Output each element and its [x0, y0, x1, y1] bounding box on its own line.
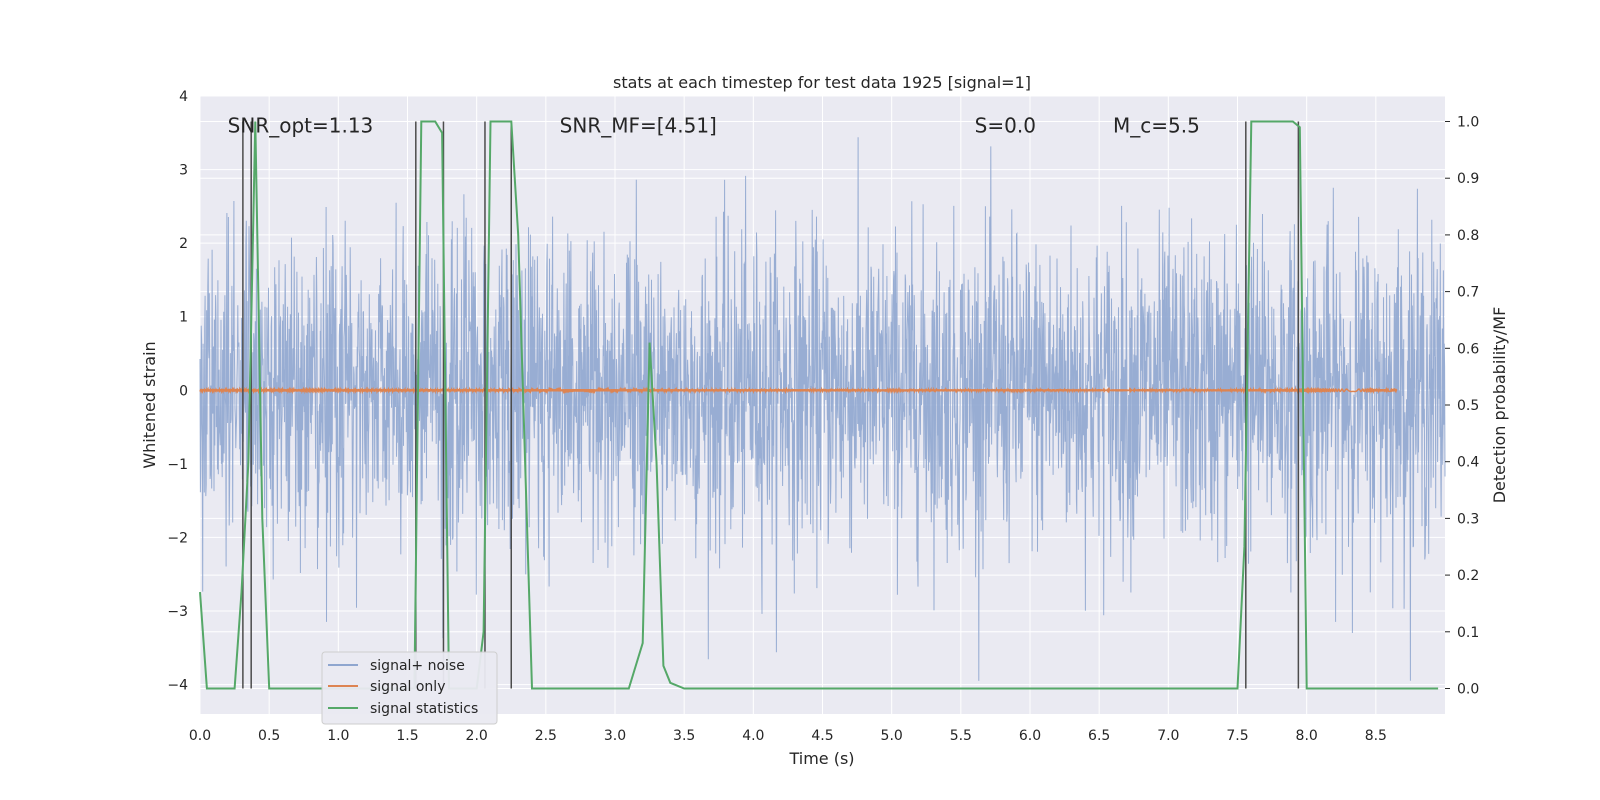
x-tick-label: 7.5 [1226, 728, 1248, 744]
legend: signal+ noise signal only signal statist… [321, 651, 498, 725]
legend-box [321, 651, 498, 725]
y2-tick-label: 0.3 [1457, 511, 1479, 527]
x-tick-label: 4.0 [742, 728, 764, 744]
x-tick-label: 8.5 [1365, 728, 1387, 744]
signal-series-layer [199, 386, 1398, 395]
stats-series-layer [199, 120, 1439, 690]
x-tick-labels: 0.0 0.5 1.0 1.5 2.0 2.5 3.0 3.5 4.0 4.5 5.0 5.5 6.0 6… [189, 728, 1387, 744]
y2-tick-label: 0.8 [1457, 228, 1479, 244]
x-tick-label: 5.0 [881, 728, 903, 744]
y2-tick-labels: 1.0 0.9 0.8 0.7 0.6 0.5 0.4 0.3 0.2 0.1 0.0 [1445, 115, 1479, 697]
legend-label-noise: signal+ noise [370, 658, 465, 674]
x-tick-label: 1.0 [327, 728, 349, 744]
y2-tick-label: 0.2 [1457, 568, 1479, 584]
y2-tick-label: 0.9 [1457, 171, 1479, 187]
annotation-2: S=0.0 [975, 113, 1036, 137]
y2-axis-label: Detection probability/MF [1490, 307, 1509, 504]
x-tick-label: 6.0 [1019, 728, 1041, 744]
y-tick-label: −4 [167, 678, 188, 694]
x-tick-label: 4.5 [811, 728, 833, 744]
y-tick-labels: 4 3 2 1 0 −1 −2 −3 −4 [167, 89, 188, 694]
y2-tick-label: 0.1 [1457, 625, 1479, 641]
x-tick-label: 5.5 [950, 728, 972, 744]
x-tick-label: 3.0 [604, 728, 626, 744]
x-tick-label: 1.5 [396, 728, 418, 744]
x-tick-label: 8.0 [1296, 728, 1318, 744]
y-tick-label: 3 [179, 163, 188, 179]
legend-label-stats: signal statistics [370, 701, 478, 717]
y-tick-label: −1 [167, 457, 188, 473]
y-axis-label: Whitened strain [140, 341, 159, 468]
noise-series-layer [199, 137, 1446, 681]
x-tick-label: 0.5 [258, 728, 280, 744]
x-tick-label: 6.5 [1088, 728, 1110, 744]
x-tick-label: 2.0 [466, 728, 488, 744]
y-tick-label: 0 [179, 383, 188, 399]
y2-tick-label: 0.0 [1457, 681, 1479, 697]
x-tick-label: 2.5 [535, 728, 557, 744]
y-tick-label: 1 [179, 310, 188, 326]
y-tick-label: 2 [179, 236, 188, 252]
chart-title: stats at each timestep for test data 192… [613, 73, 1031, 92]
y2-tick-label: 1.0 [1457, 115, 1479, 131]
x-axis-label: Time (s) [788, 749, 854, 768]
series-signal-statistics [199, 120, 1439, 690]
y-tick-label: −2 [167, 530, 188, 546]
annotation-1: SNR_MF=[4.51] [560, 113, 717, 137]
x-tick-label: 7.0 [1157, 728, 1179, 744]
series-signal-only [199, 386, 1398, 395]
y2-tick-label: 0.6 [1457, 341, 1479, 357]
x-tick-label: 0.0 [189, 728, 211, 744]
x-tick-label: 3.5 [673, 728, 695, 744]
y2-tick-label: 0.5 [1457, 398, 1479, 414]
annotation-0: SNR_opt=1.13 [228, 113, 374, 137]
y-tick-label: 4 [179, 89, 188, 105]
annotation-3: M_c=5.5 [1113, 113, 1200, 137]
series-signal-noise [199, 137, 1446, 681]
y2-tick-label: 0.4 [1457, 455, 1479, 471]
y-tick-label: −3 [167, 604, 188, 620]
legend-label-signal: signal only [370, 679, 445, 695]
annotations: SNR_opt=1.13 SNR_MF=[4.51] S=0.0 M_c=5.5 [228, 113, 1200, 137]
y2-tick-label: 0.7 [1457, 285, 1479, 301]
